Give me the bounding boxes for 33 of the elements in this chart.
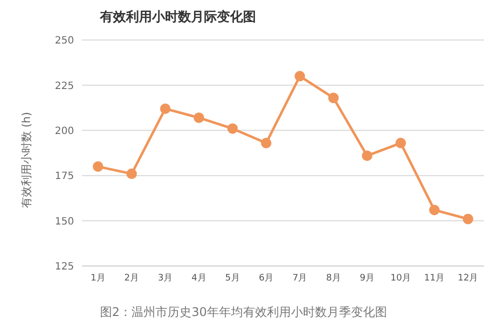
x-tick-label: 9月 [360, 273, 374, 284]
point [227, 123, 238, 134]
y-tick-label: 250 [54, 36, 74, 47]
y-tick-label: 175 [54, 171, 74, 182]
point [126, 168, 137, 180]
point [328, 92, 339, 104]
y-tick-label: 225 [54, 80, 74, 92]
x-tick-label: 6月 [258, 273, 274, 284]
x-tick-label: 8月 [326, 273, 341, 284]
x-tick-label: 11月 [424, 273, 445, 284]
x-tick-label: 4月 [192, 273, 206, 284]
y-axis-title: 有效利用小时数 (h) [20, 112, 33, 208]
point [260, 138, 272, 148]
caption: 图2：温州市历史30年年均有效利用小时数月季变化图 [99, 304, 388, 321]
point [362, 150, 372, 161]
x-tick-label: 5月 [225, 273, 240, 284]
x-tick-label: 10月 [390, 273, 411, 284]
point [92, 161, 104, 172]
y-tick-label: 200 [54, 126, 74, 137]
point [294, 70, 306, 82]
point [429, 204, 440, 216]
y-tick-label: 125 [54, 262, 74, 273]
x-tick-label: 12月 [458, 273, 478, 284]
point [462, 214, 474, 224]
x-tick-label: 3月 [158, 273, 173, 284]
point [160, 103, 171, 114]
x-tick-label: 7月 [292, 273, 308, 284]
y-tick-label: 150 [54, 216, 74, 228]
x-tick-label: 2月 [124, 273, 140, 284]
x-tick-label: 1月 [90, 273, 106, 284]
point [395, 138, 406, 148]
point [194, 112, 204, 123]
chart-title: 有效利用小时数月际变化图 [98, 8, 257, 27]
